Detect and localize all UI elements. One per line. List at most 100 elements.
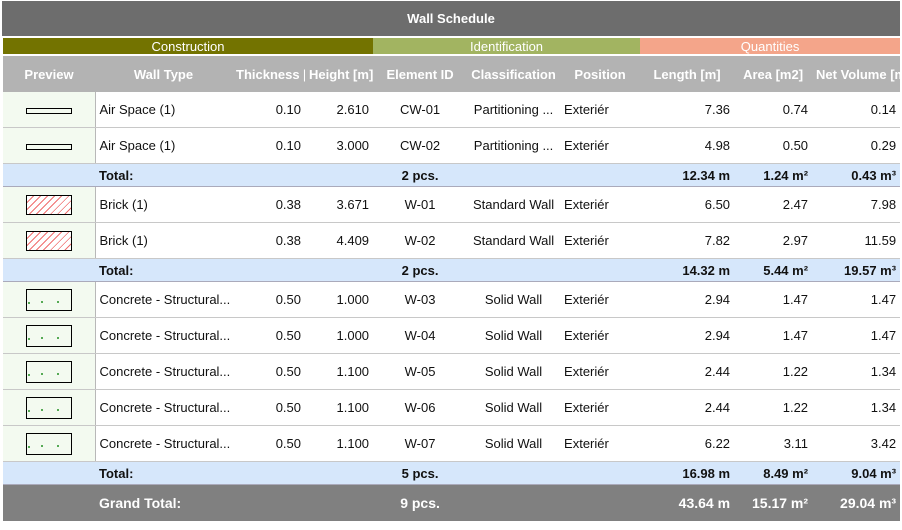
cell-type: Concrete - Structural... — [95, 389, 232, 426]
cell-class: Partitioning ... — [467, 127, 561, 164]
spacer — [467, 461, 561, 485]
table-row[interactable]: Concrete - Structural... 0.50 1.100 W-07 Sol… — [3, 425, 901, 462]
spacer — [305, 484, 374, 521]
cell-position: Exteriér — [560, 353, 641, 390]
column-header[interactable]: Area [m2] — [734, 55, 813, 92]
column-header[interactable]: Preview — [3, 55, 95, 92]
column-header[interactable]: Wall Type — [95, 55, 232, 92]
spacer — [560, 461, 641, 485]
preview-cell — [3, 425, 96, 462]
cell-class: Standard Wall — [467, 222, 561, 259]
cell-thickness: 0.50 — [232, 317, 305, 354]
spacer — [232, 461, 305, 485]
cell-id: W-06 — [373, 389, 468, 426]
cell-area: 1.47 — [734, 317, 813, 354]
total-area: 15.17 m² — [734, 484, 813, 521]
total-length: 16.98 m — [640, 461, 735, 485]
total-count: 9 pcs. — [373, 484, 468, 521]
preview-cell — [3, 353, 96, 390]
cell-height: 3.000 — [305, 127, 374, 164]
total-volume: 19.57 m³ — [812, 258, 901, 282]
total-count: 5 pcs. — [373, 461, 468, 485]
cell-class: Solid Wall — [467, 389, 561, 426]
cell-height: 1.100 — [305, 425, 374, 462]
cell-height: 1.000 — [305, 317, 374, 354]
concrete-swatch-icon — [25, 324, 72, 347]
cell-height: 1.000 — [305, 281, 374, 318]
total-row: Total: 5 pcs. 16.98 m 8.49 m² 9.04 m³ — [3, 461, 901, 485]
total-count: 2 pcs. — [373, 163, 468, 187]
table-row[interactable]: Brick (1) 0.38 4.409 W-02 Standard Wall Exter… — [3, 222, 901, 259]
total-row: Total: 2 pcs. 14.32 m 5.44 m² 19.57 m³ — [3, 258, 901, 282]
cell-position: Exteriér — [560, 281, 641, 318]
cell-volume: 1.34 — [812, 389, 901, 426]
column-header[interactable]: Net Volume [m3] — [812, 55, 901, 92]
cell-volume: 1.47 — [812, 317, 901, 354]
cell-type: Concrete - Structural... — [95, 425, 232, 462]
cell-thickness: 0.10 — [232, 92, 305, 128]
column-header[interactable]: Element ID — [373, 55, 468, 92]
schedule-title: Wall Schedule — [2, 1, 900, 36]
total-length: 43.64 m — [640, 484, 735, 521]
cell-area: 1.22 — [734, 353, 813, 390]
grand-total-row: Grand Total: 9 pcs. 43.64 m 15.17 m² 29.04 m… — [3, 484, 901, 521]
total-length: 14.32 m — [640, 258, 735, 282]
cell-type: Brick (1) — [95, 222, 232, 259]
preview-cell — [3, 389, 96, 426]
total-volume: 9.04 m³ — [812, 461, 901, 485]
cell-height: 4.409 — [305, 222, 374, 259]
spacer — [232, 258, 305, 282]
spacer — [560, 258, 641, 282]
cell-thickness: 0.50 — [232, 389, 305, 426]
cell-height: 1.100 — [305, 353, 374, 390]
preview-cell — [3, 281, 96, 318]
column-header[interactable]: Length [m] — [640, 55, 735, 92]
preview-cell — [3, 92, 96, 128]
cell-class: Solid Wall — [467, 425, 561, 462]
spacer — [3, 461, 95, 485]
total-label: Total: — [95, 461, 232, 485]
spacer — [305, 163, 374, 187]
column-header[interactable]: Classification — [467, 55, 561, 92]
preview-cell — [3, 222, 96, 259]
cell-height: 2.610 — [305, 92, 374, 128]
column-header[interactable]: Height [m] — [305, 55, 374, 92]
cell-area: 1.22 — [734, 389, 813, 426]
concrete-swatch-icon — [25, 432, 72, 455]
table-row[interactable]: Concrete - Structural... 0.50 1.100 W-06 Sol… — [3, 389, 901, 426]
column-header[interactable]: Position — [560, 55, 641, 92]
cell-class: Partitioning ... — [467, 92, 561, 128]
brick-swatch-icon — [25, 230, 72, 251]
table-row[interactable]: Concrete - Structural... 0.50 1.000 W-04 Sol… — [3, 317, 901, 354]
cell-type: Air Space (1) — [95, 92, 232, 128]
column-header[interactable]: Thickness [m] — [232, 55, 305, 92]
total-label: Total: — [95, 163, 232, 187]
table-row[interactable]: Air Space (1) 0.10 3.000 CW-02 Partitioning … — [3, 127, 901, 164]
spacer — [467, 258, 561, 282]
cell-id: W-04 — [373, 317, 468, 354]
cell-class: Solid Wall — [467, 353, 561, 390]
cell-class: Solid Wall — [467, 281, 561, 318]
cell-id: W-02 — [373, 222, 468, 259]
cell-length: 7.82 — [640, 222, 735, 259]
cell-length: 2.94 — [640, 281, 735, 318]
spacer — [305, 258, 374, 282]
cell-position: Exteriér — [560, 425, 641, 462]
cell-area: 3.11 — [734, 425, 813, 462]
table-row[interactable]: Concrete - Structural... 0.50 1.100 W-05 Sol… — [3, 353, 901, 390]
cell-id: CW-01 — [373, 92, 468, 128]
table-row[interactable]: Brick (1) 0.38 3.671 W-01 Standard Wall Exter… — [3, 186, 901, 223]
concrete-swatch-icon — [25, 288, 72, 311]
spacer — [232, 484, 305, 521]
table-row[interactable]: Air Space (1) 0.10 2.610 CW-01 Partitioning … — [3, 92, 901, 128]
cell-position: Exteriér — [560, 186, 641, 223]
cell-area: 0.50 — [734, 127, 813, 164]
total-row: Total: 2 pcs. 12.34 m 1.24 m² 0.43 m³ — [3, 163, 901, 187]
cell-id: W-01 — [373, 186, 468, 223]
spacer — [467, 484, 561, 521]
cell-type: Air Space (1) — [95, 127, 232, 164]
cell-thickness: 0.50 — [232, 281, 305, 318]
cell-thickness: 0.10 — [232, 127, 305, 164]
table-row[interactable]: Concrete - Structural... 0.50 1.000 W-03 Sol… — [3, 281, 901, 318]
